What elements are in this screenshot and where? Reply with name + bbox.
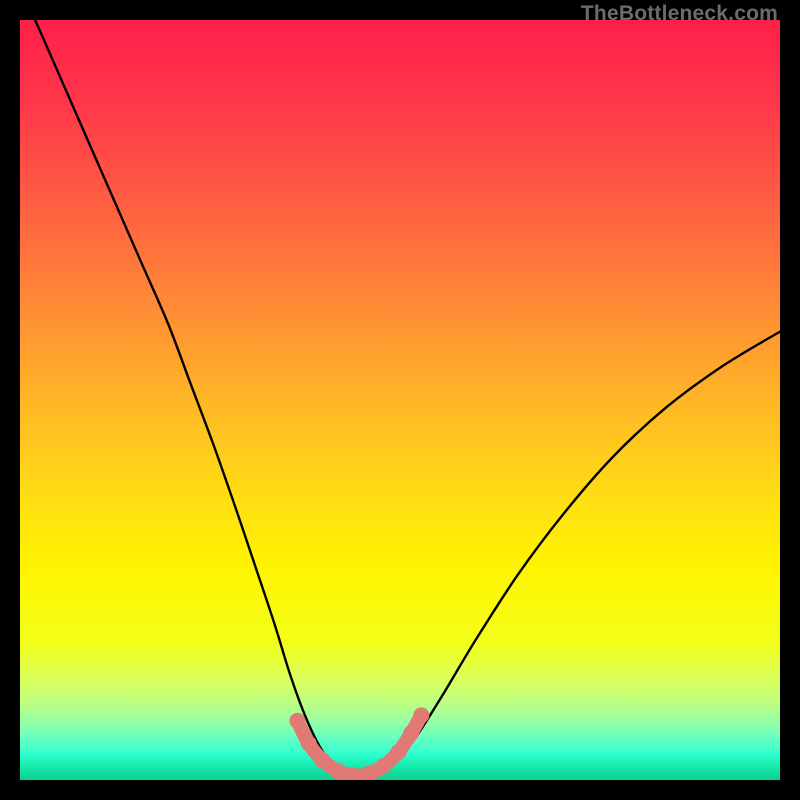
optimal-band-marker [375, 758, 391, 774]
optimal-band-marker [301, 736, 317, 752]
gradient-background [20, 20, 780, 780]
plot-area [20, 20, 780, 780]
optimal-band-marker [390, 744, 406, 760]
optimal-band-marker [403, 725, 419, 741]
chart-frame: TheBottleneck.com [0, 0, 800, 800]
optimal-band-marker [289, 713, 305, 729]
optimal-band-marker [330, 763, 346, 779]
optimal-band-marker [413, 707, 429, 723]
optimal-band-marker [314, 752, 330, 768]
chart-svg [20, 20, 780, 780]
